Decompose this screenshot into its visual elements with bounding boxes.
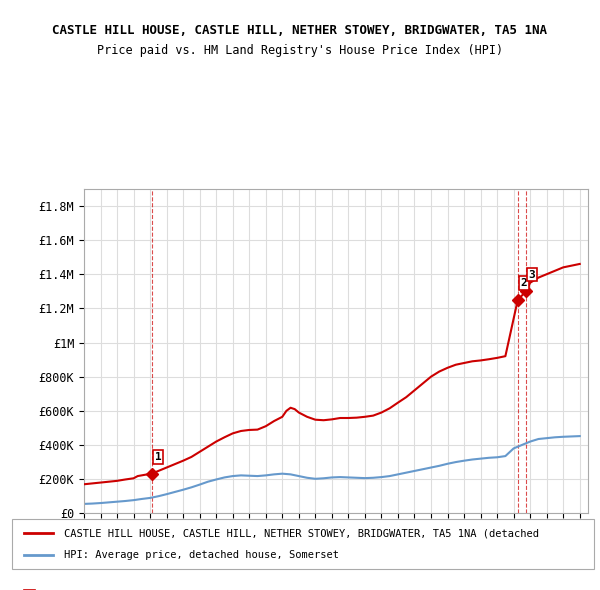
Text: 3: 3 bbox=[529, 270, 535, 280]
Text: CASTLE HILL HOUSE, CASTLE HILL, NETHER STOWEY, BRIDGWATER, TA5 1NA: CASTLE HILL HOUSE, CASTLE HILL, NETHER S… bbox=[53, 24, 548, 37]
Text: HPI: Average price, detached house, Somerset: HPI: Average price, detached house, Some… bbox=[64, 550, 340, 560]
Text: CASTLE HILL HOUSE, CASTLE HILL, NETHER STOWEY, BRIDGWATER, TA5 1NA (detached: CASTLE HILL HOUSE, CASTLE HILL, NETHER S… bbox=[64, 528, 539, 538]
Text: 2: 2 bbox=[520, 278, 527, 288]
FancyBboxPatch shape bbox=[12, 519, 594, 569]
Text: Price paid vs. HM Land Registry's House Price Index (HPI): Price paid vs. HM Land Registry's House … bbox=[97, 44, 503, 57]
Text: 1: 1 bbox=[155, 452, 161, 462]
